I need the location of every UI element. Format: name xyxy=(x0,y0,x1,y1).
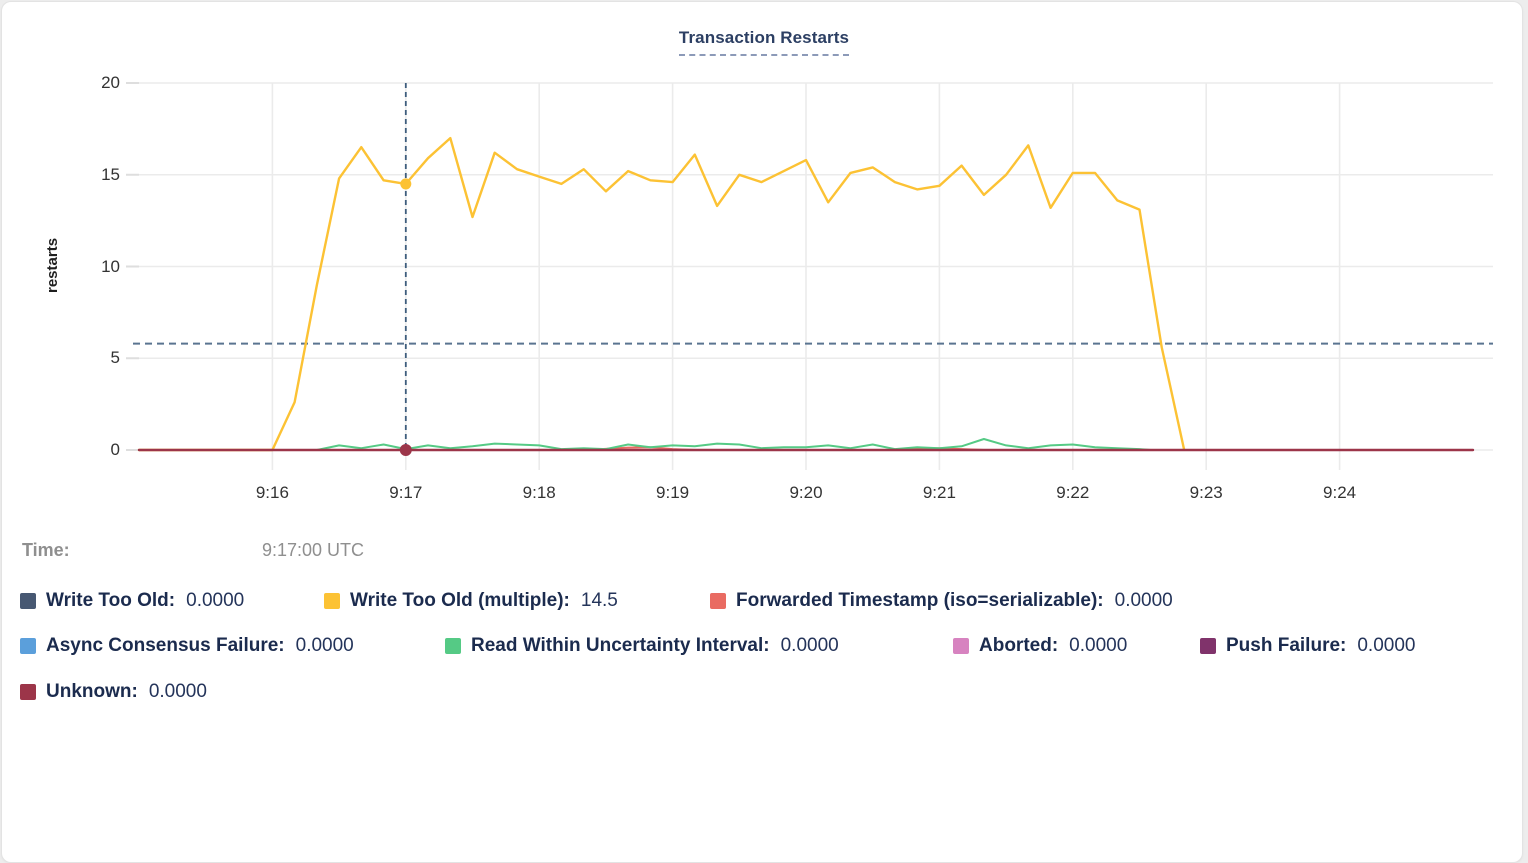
legend-value: 0.0000 xyxy=(295,635,354,656)
legend-value: 0.0000 xyxy=(1357,635,1416,656)
x-tick-label: 9:19 xyxy=(656,483,690,502)
legend-item-aborted: Aborted: 0.0000 xyxy=(953,635,1127,657)
legend-label: Read Within Uncertainty Interval: xyxy=(471,635,770,656)
legend-label: Unknown: xyxy=(46,681,138,702)
series-line-read-within-uncertainty-interval xyxy=(138,438,1152,451)
y-tick-label: 15 xyxy=(101,164,120,184)
chart-plot-area[interactable] xyxy=(0,0,1528,530)
legend-label: Push Failure: xyxy=(1226,635,1347,656)
hover-time-label: Time: xyxy=(22,540,70,560)
hover-time-value: 9:17:00 UTC xyxy=(262,540,365,560)
legend-swatch-unknown xyxy=(20,684,36,700)
legend-swatch-read-within-uncertainty-interval xyxy=(445,638,461,654)
legend-swatch-write-too-old-multiple xyxy=(324,593,340,609)
x-tick-label: 9:24 xyxy=(1323,483,1357,502)
legend-swatch-async-consensus-failure xyxy=(20,638,36,654)
chart-header: Transaction Restarts xyxy=(0,28,1528,56)
x-tick-label: 9:16 xyxy=(255,483,289,502)
x-tick-label: 9:20 xyxy=(789,483,823,502)
legend-label: Aborted: xyxy=(979,635,1059,656)
legend-value: 0.0000 xyxy=(1114,590,1173,611)
y-tick-label: 5 xyxy=(110,348,120,368)
legend-swatch-forwarded-timestamp-iso-serializable xyxy=(710,593,726,609)
legend-item-unknown: Unknown: 0.0000 xyxy=(20,681,207,703)
hover-dot-unknown xyxy=(399,444,412,456)
y-tick-label: 20 xyxy=(101,73,120,92)
legend-label: Write Too Old (multiple): xyxy=(350,590,570,611)
legend-label: Forwarded Timestamp (iso=serializable): xyxy=(736,590,1104,611)
legend-value: 0.0000 xyxy=(186,590,245,611)
x-tick-label: 9:22 xyxy=(1056,483,1090,502)
legend-label: Write Too Old: xyxy=(46,590,176,611)
legend-value: 0.0000 xyxy=(1069,635,1128,656)
x-tick-label: 9:23 xyxy=(1189,483,1223,502)
x-tick-label: 9:18 xyxy=(522,483,556,502)
legend-swatch-aborted xyxy=(953,638,969,654)
legend-item-push-failure: Push Failure: 0.0000 xyxy=(1200,635,1415,657)
y-tick-label: 0 xyxy=(110,440,120,459)
legend-swatch-write-too-old xyxy=(20,593,36,609)
x-tick-label: 9:17 xyxy=(389,483,423,502)
legend-value: 14.5 xyxy=(580,590,618,611)
series-line-write-too-old-multiple xyxy=(137,136,1186,452)
x-tick-label: 9:21 xyxy=(922,483,956,502)
legend-item-read-within-uncertainty-interval: Read Within Uncertainty Interval: 0.0000 xyxy=(445,635,839,657)
y-tick-label: 10 xyxy=(101,256,120,276)
chart-title[interactable]: Transaction Restarts xyxy=(678,28,850,56)
legend-label: Async Consensus Failure: xyxy=(46,635,285,656)
hover-dot-write-too-old-multiple xyxy=(400,178,412,190)
legend-item-forwarded-timestamp-iso-serializable: Forwarded Timestamp (iso=serializable): 0… xyxy=(710,590,1173,612)
legend-item-write-too-old-multiple: Write Too Old (multiple): 14.5 xyxy=(324,590,618,612)
legend-item-write-too-old: Write Too Old: 0.0000 xyxy=(20,590,244,612)
legend-value: 0.0000 xyxy=(780,635,839,656)
legend-item-async-consensus-failure: Async Consensus Failure: 0.0000 xyxy=(20,635,354,657)
legend-swatch-push-failure xyxy=(1200,638,1216,654)
legend-value: 0.0000 xyxy=(148,681,207,702)
